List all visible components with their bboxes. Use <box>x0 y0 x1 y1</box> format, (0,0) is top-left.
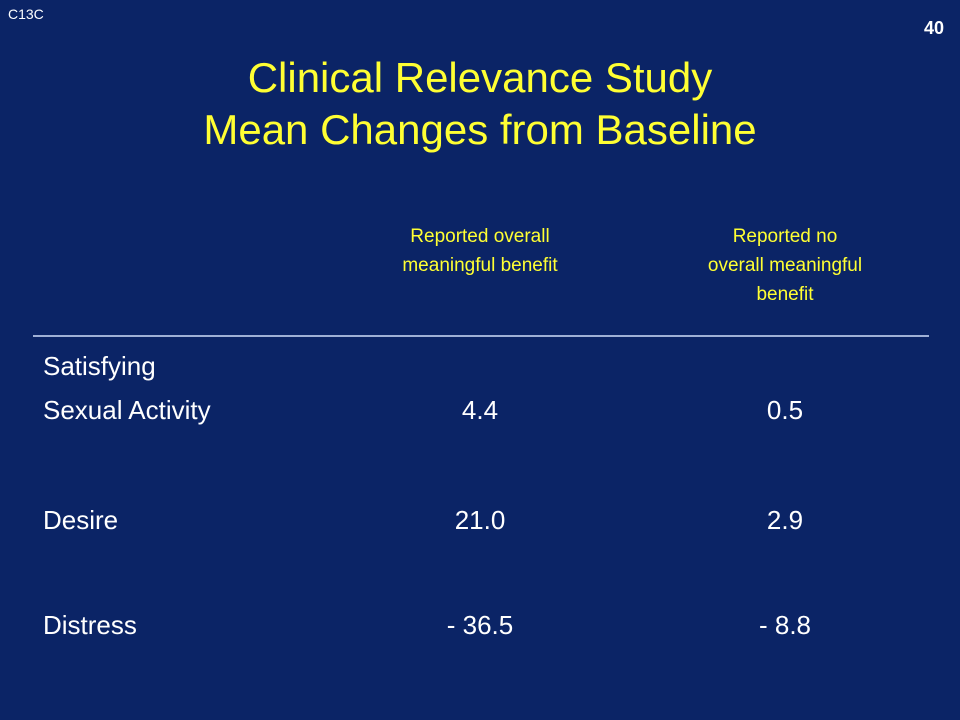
column-header-line: overall meaningful <box>707 255 863 276</box>
slide-title-line-1: Clinical Relevance Study <box>247 54 713 101</box>
cell-distress-overall-benefit: - 36.5 <box>446 610 514 640</box>
slide-code: C13C <box>8 6 44 22</box>
cell-satisfying-no-benefit: 0.5 <box>766 395 804 425</box>
slide-title-line-2: Mean Changes from Baseline <box>203 106 757 153</box>
row-label-desire: Desire <box>43 505 119 535</box>
column-header-line: benefit <box>756 284 814 305</box>
cell-desire-overall-benefit: 21.0 <box>454 505 506 535</box>
row-label-satisfying-line-2: Sexual Activity <box>43 395 211 425</box>
row-label-distress: Distress <box>43 610 137 640</box>
column-header-line: meaningful benefit <box>402 255 558 276</box>
cell-distress-no-benefit: - 8.8 <box>758 610 812 640</box>
cell-satisfying-overall-benefit: 4.4 <box>461 395 499 425</box>
slide-number: 40 <box>923 18 944 38</box>
column-header-no-benefit: Reported no overall meaningful benefit <box>640 222 930 309</box>
column-header-overall-benefit: Reported overall meaningful benefit <box>330 222 630 280</box>
column-header-line: Reported overall <box>410 226 550 247</box>
header-divider <box>33 335 929 337</box>
column-header-line: Reported no <box>732 226 838 247</box>
row-label-satisfying-line-1: Satisfying <box>43 351 156 381</box>
cell-desire-no-benefit: 2.9 <box>766 505 804 535</box>
slide-title: Clinical Relevance Study Mean Changes fr… <box>0 52 960 156</box>
